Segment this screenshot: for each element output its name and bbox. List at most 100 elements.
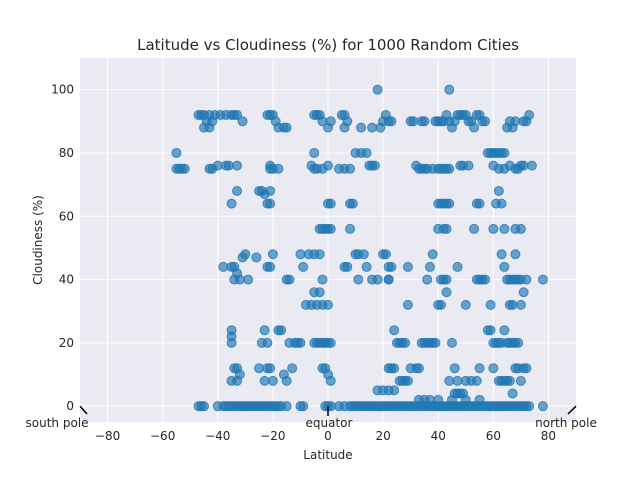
data-point <box>499 147 510 158</box>
annotation-label: north pole <box>535 416 597 430</box>
data-point <box>265 198 276 209</box>
data-point <box>435 274 446 285</box>
data-point <box>521 363 532 374</box>
data-point <box>325 375 336 386</box>
data-point <box>325 223 336 234</box>
x-tick-label: 60 <box>486 429 501 443</box>
data-point <box>427 249 438 260</box>
x-tick-label: −40 <box>205 429 230 443</box>
data-point <box>488 363 499 374</box>
data-point <box>408 116 419 127</box>
data-point <box>474 198 485 209</box>
data-point <box>488 223 499 234</box>
data-point <box>339 122 350 133</box>
data-point <box>518 287 529 298</box>
data-point <box>259 325 270 336</box>
data-point <box>513 337 524 348</box>
x-tick-label: 20 <box>375 429 390 443</box>
x-tick-label: 0 <box>324 429 332 443</box>
data-point <box>367 122 378 133</box>
data-point <box>226 198 237 209</box>
data-point <box>499 223 510 234</box>
data-point <box>375 122 386 133</box>
data-point <box>234 274 245 285</box>
data-point <box>447 394 457 405</box>
data-point <box>413 363 424 374</box>
data-point <box>422 274 433 285</box>
data-point <box>232 160 243 171</box>
data-point <box>314 249 325 260</box>
data-point <box>251 252 262 263</box>
annotation-label: south pole <box>26 416 89 430</box>
data-point <box>281 401 292 412</box>
data-point <box>452 261 463 272</box>
data-point <box>347 198 358 209</box>
data-point <box>402 299 413 310</box>
data-point <box>317 274 328 285</box>
data-point <box>507 299 518 310</box>
x-tick-labels: −80 −60 −40 −20 0 20 40 60 80 <box>95 429 556 443</box>
y-tick-label: 60 <box>59 209 74 223</box>
y-tick-label: 80 <box>59 146 74 160</box>
data-point <box>243 274 254 285</box>
data-point <box>389 363 400 374</box>
data-point <box>223 160 234 171</box>
data-point <box>491 198 502 209</box>
data-point <box>444 163 455 174</box>
y-tick-labels: 0 20 40 60 80 100 <box>51 83 74 414</box>
data-point <box>460 299 471 310</box>
data-point <box>356 122 367 133</box>
data-point <box>460 394 471 405</box>
data-point <box>463 160 474 171</box>
annotation-arrow <box>567 405 577 415</box>
data-point <box>471 375 482 386</box>
data-point <box>402 375 413 386</box>
data-point <box>361 261 372 272</box>
data-point <box>314 287 325 298</box>
x-tick-label: −60 <box>150 429 175 443</box>
data-point <box>256 337 267 348</box>
data-point <box>325 337 336 348</box>
data-point <box>480 116 491 127</box>
x-tick-label: 40 <box>431 429 446 443</box>
data-point <box>510 163 521 174</box>
data-point <box>323 160 333 171</box>
data-point <box>309 109 320 120</box>
data-point <box>515 299 526 310</box>
data-point <box>372 84 383 95</box>
data-point <box>218 261 229 272</box>
annotations: south pole equator north pole <box>26 405 597 430</box>
data-point <box>345 163 356 174</box>
data-point <box>276 325 287 336</box>
data-point <box>444 84 455 95</box>
data-point <box>295 249 306 260</box>
x-tick-label: −80 <box>95 429 120 443</box>
data-point <box>419 116 430 127</box>
x-axis-label: Latitude <box>303 448 352 462</box>
data-point <box>537 401 548 412</box>
data-point <box>424 261 435 272</box>
data-point <box>452 375 463 386</box>
data-point <box>507 388 518 399</box>
x-tick-label: −20 <box>260 429 285 443</box>
data-point <box>265 261 276 272</box>
data-point <box>199 401 209 412</box>
data-point <box>427 163 438 174</box>
data-point <box>474 394 485 405</box>
data-point <box>226 337 237 348</box>
data-point <box>287 363 298 374</box>
data-point <box>339 261 350 272</box>
data-point <box>267 375 278 386</box>
data-point <box>383 274 394 285</box>
data-point <box>400 337 411 348</box>
data-point <box>485 299 496 310</box>
y-axis-label: Cloudiness (%) <box>31 195 45 285</box>
y-tick-label: 100 <box>51 83 74 97</box>
data-point <box>518 160 529 171</box>
data-point <box>402 261 413 272</box>
data-point <box>325 198 336 209</box>
data-point <box>212 160 223 171</box>
data-point <box>389 385 400 396</box>
data-point <box>537 274 548 285</box>
